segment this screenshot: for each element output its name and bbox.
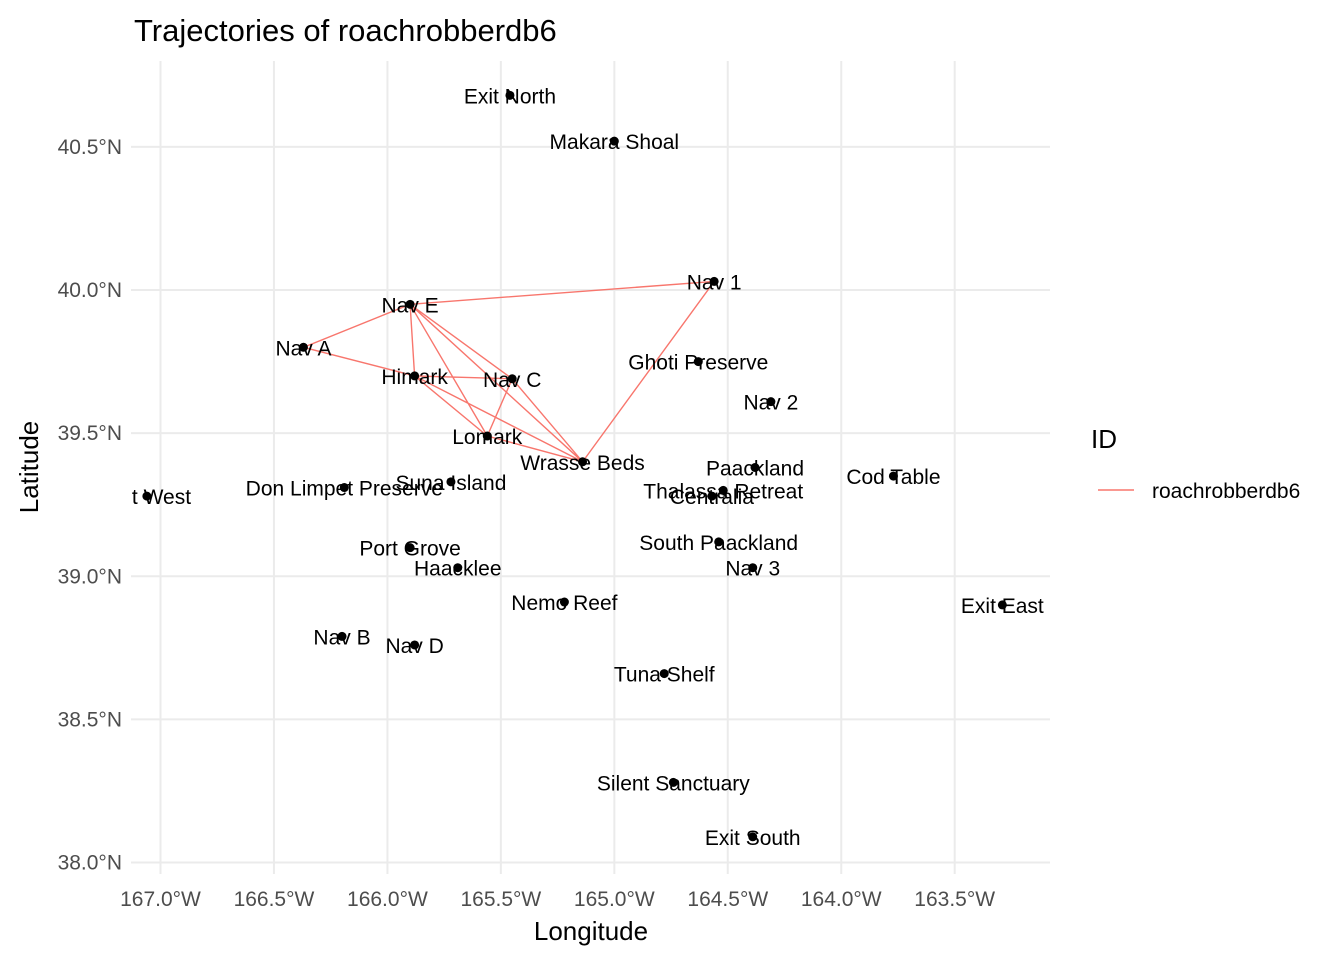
- y-axis-ticks: 38.0°N 38.5°N 39.0°N 39.5°N 40.0°N 40.5°N: [58, 136, 122, 875]
- location-point: [453, 563, 463, 573]
- location-label: Haacklee: [414, 558, 502, 581]
- location-point: [405, 543, 415, 553]
- location-point: [748, 832, 758, 842]
- location-label: Centralia: [670, 486, 754, 509]
- location-point: [707, 491, 717, 501]
- y-tick-label: 38.5°N: [58, 708, 122, 731]
- y-tick-label: 39.5°N: [58, 422, 122, 445]
- location-point: [750, 463, 760, 472]
- location-label: Makara Shoal: [550, 131, 680, 154]
- location-label: Suna Island: [395, 472, 506, 495]
- location-label: Don Limpet Preserve: [246, 478, 443, 501]
- location-label: Wrasse Beds: [520, 452, 645, 475]
- location-label: Nav 2: [743, 392, 798, 415]
- legend: ID roachrobberdb6: [1091, 424, 1300, 503]
- location-label: Nav 1: [687, 271, 742, 294]
- location-label: Nav A: [275, 337, 331, 360]
- location-label: Exit North: [464, 85, 556, 108]
- x-tick-label: 167.0°W: [120, 888, 201, 911]
- location-point: [298, 342, 308, 352]
- location-point: [337, 631, 347, 641]
- x-tick-label: 163.5°W: [914, 888, 995, 911]
- x-axis-ticks: 167.0°W 166.5°W 166.0°W 165.5°W 165.0°W 164.5…: [120, 888, 995, 911]
- location-point: [578, 457, 588, 467]
- y-tick-label: 39.0°N: [58, 565, 122, 588]
- location-point: [609, 136, 619, 146]
- location-label: Cod Table: [846, 466, 940, 489]
- location-label: Nav 3: [725, 558, 780, 581]
- location-label: Lomark: [452, 426, 523, 449]
- location-point: [693, 357, 703, 367]
- location-label: Exit East: [961, 595, 1044, 618]
- y-tick-label: 40.5°N: [58, 136, 122, 159]
- x-tick-label: 164.5°W: [687, 888, 768, 911]
- location-label: Nav C: [483, 369, 541, 392]
- location-label: Exit West: [103, 486, 191, 509]
- location-point: [405, 299, 415, 309]
- x-axis-title: Longitude: [534, 916, 648, 946]
- location-label: Ghoti Preserve: [628, 352, 768, 375]
- x-tick-label: 165.0°W: [574, 888, 655, 911]
- location-point: [505, 90, 515, 100]
- location-point: [748, 563, 758, 573]
- location-label: Nav D: [385, 635, 443, 658]
- location-point: [997, 600, 1007, 610]
- location-point: [410, 371, 420, 381]
- location-point: [507, 374, 517, 384]
- location-label: Nemo Reef: [511, 592, 617, 615]
- x-tick-label: 164.0°W: [801, 888, 882, 911]
- location-label: Nav B: [313, 626, 370, 649]
- location-point: [339, 483, 349, 493]
- location-label: Silent Sanctuary: [597, 772, 750, 795]
- location-label: Thalassa Retreat: [643, 480, 803, 503]
- location-point: [766, 397, 776, 407]
- location-point: [446, 477, 456, 487]
- x-tick-label: 166.0°W: [347, 888, 428, 911]
- y-axis-title: Latitude: [14, 421, 44, 514]
- location-point: [668, 777, 678, 787]
- location-points: [142, 90, 1007, 842]
- location-label: Tuna Shelf: [614, 664, 715, 687]
- location-label: South Paackland: [639, 532, 798, 555]
- legend-label: roachrobberdb6: [1152, 480, 1300, 503]
- location-point: [718, 485, 728, 495]
- x-tick-label: 166.5°W: [234, 888, 315, 911]
- location-point: [142, 491, 152, 501]
- location-label: Port Grove: [359, 538, 461, 561]
- location-point: [888, 471, 898, 481]
- location-labels: Exit North Makara Shoal Nav 1 Nav E Nav A Gho…: [103, 85, 1044, 850]
- y-tick-label: 40.0°N: [58, 279, 122, 302]
- location-label: Nav E: [382, 294, 439, 317]
- chart-title: Trajectories of roachrobberdb6: [134, 13, 557, 48]
- y-tick-label: 38.0°N: [58, 852, 122, 875]
- x-tick-label: 165.5°W: [460, 888, 541, 911]
- location-label: Paackland: [706, 458, 804, 481]
- location-point: [714, 537, 724, 547]
- location-label: Himark: [381, 366, 448, 389]
- location-point: [482, 431, 492, 441]
- location-point: [709, 276, 719, 286]
- location-point: [559, 597, 569, 607]
- location-label: Exit South: [705, 827, 801, 850]
- legend-title: ID: [1091, 424, 1117, 454]
- location-point: [410, 640, 420, 650]
- location-point: [659, 669, 669, 679]
